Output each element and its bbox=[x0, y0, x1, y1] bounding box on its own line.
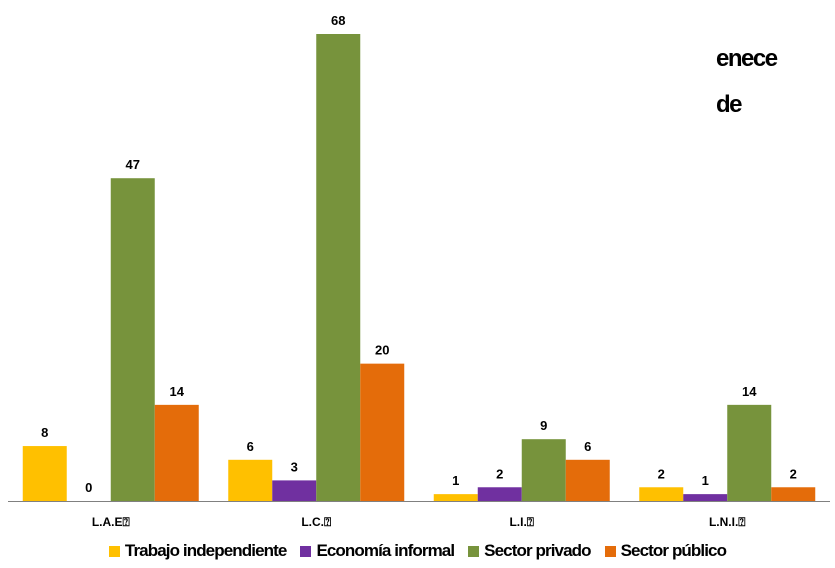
category-label-1: L.C.⍰ bbox=[301, 515, 331, 529]
category-label-3: L.N.I.⍰ bbox=[709, 515, 746, 529]
data-label-2-3: 6 bbox=[584, 439, 591, 454]
legend-item-0: Trabajo independiente bbox=[108, 541, 287, 561]
bar-2-2 bbox=[521, 439, 566, 501]
bar-1-3 bbox=[360, 363, 405, 501]
bars-group bbox=[22, 34, 816, 501]
legend-swatch-0 bbox=[108, 545, 120, 557]
bar-1-1 bbox=[272, 480, 317, 501]
legend-item-3: Sector público bbox=[604, 541, 727, 561]
bar-2-1 bbox=[477, 487, 522, 501]
bar-3-1 bbox=[683, 494, 728, 501]
data-label-2-0: 1 bbox=[452, 473, 459, 488]
data-label-0-0: 8 bbox=[41, 425, 48, 440]
data-label-1-0: 6 bbox=[247, 439, 254, 454]
data-label-3-3: 2 bbox=[790, 466, 797, 481]
bar-1-0 bbox=[228, 459, 273, 501]
category-labels-group: L.A.E⍰ L.C.⍰ L.I.⍰ L.N.I.⍰ bbox=[92, 515, 746, 529]
data-label-3-0: 2 bbox=[658, 466, 665, 481]
bar-1-2 bbox=[316, 34, 361, 501]
bar-3-2 bbox=[727, 404, 772, 501]
chart-legend: Trabajo independiente Economía informal Se… bbox=[0, 538, 835, 564]
bar-0-2 bbox=[110, 178, 155, 501]
legend-swatch-1 bbox=[300, 545, 312, 557]
bar-3-3 bbox=[771, 487, 816, 501]
category-label-2: L.I.⍰ bbox=[509, 515, 534, 529]
data-label-2-1: 2 bbox=[496, 466, 503, 481]
data-label-3-2: 14 bbox=[742, 384, 757, 399]
title-fragment-line1: enece bbox=[716, 45, 778, 72]
legend-label-3: Sector público bbox=[620, 541, 727, 560]
title-fragment-line2: de bbox=[716, 91, 742, 118]
data-label-0-2: 47 bbox=[126, 157, 140, 172]
bar-0-0 bbox=[22, 446, 67, 501]
category-label-0: L.A.E⍰ bbox=[92, 515, 130, 529]
data-label-0-3: 14 bbox=[170, 384, 185, 399]
data-label-0-1: 0 bbox=[85, 480, 92, 495]
legend-label-2: Sector privado bbox=[484, 541, 591, 560]
data-label-1-2: 68 bbox=[331, 13, 345, 28]
data-label-1-1: 3 bbox=[291, 459, 298, 474]
data-label-2-2: 9 bbox=[540, 418, 547, 433]
legend-label-1: Economía informal bbox=[316, 541, 455, 560]
bar-3-0 bbox=[639, 487, 684, 501]
data-label-1-3: 20 bbox=[375, 343, 389, 358]
legend-swatch-2 bbox=[468, 545, 480, 557]
bar-0-3 bbox=[154, 404, 199, 501]
legend-item-1: Economía informal bbox=[300, 541, 455, 561]
legend-label-0: Trabajo independiente bbox=[124, 541, 287, 560]
legend-swatch-3 bbox=[604, 545, 616, 557]
legend-item-2: Sector privado bbox=[468, 541, 592, 561]
data-label-3-1: 1 bbox=[702, 473, 709, 488]
bar-2-3 bbox=[565, 459, 610, 501]
bar-2-0 bbox=[433, 494, 478, 501]
